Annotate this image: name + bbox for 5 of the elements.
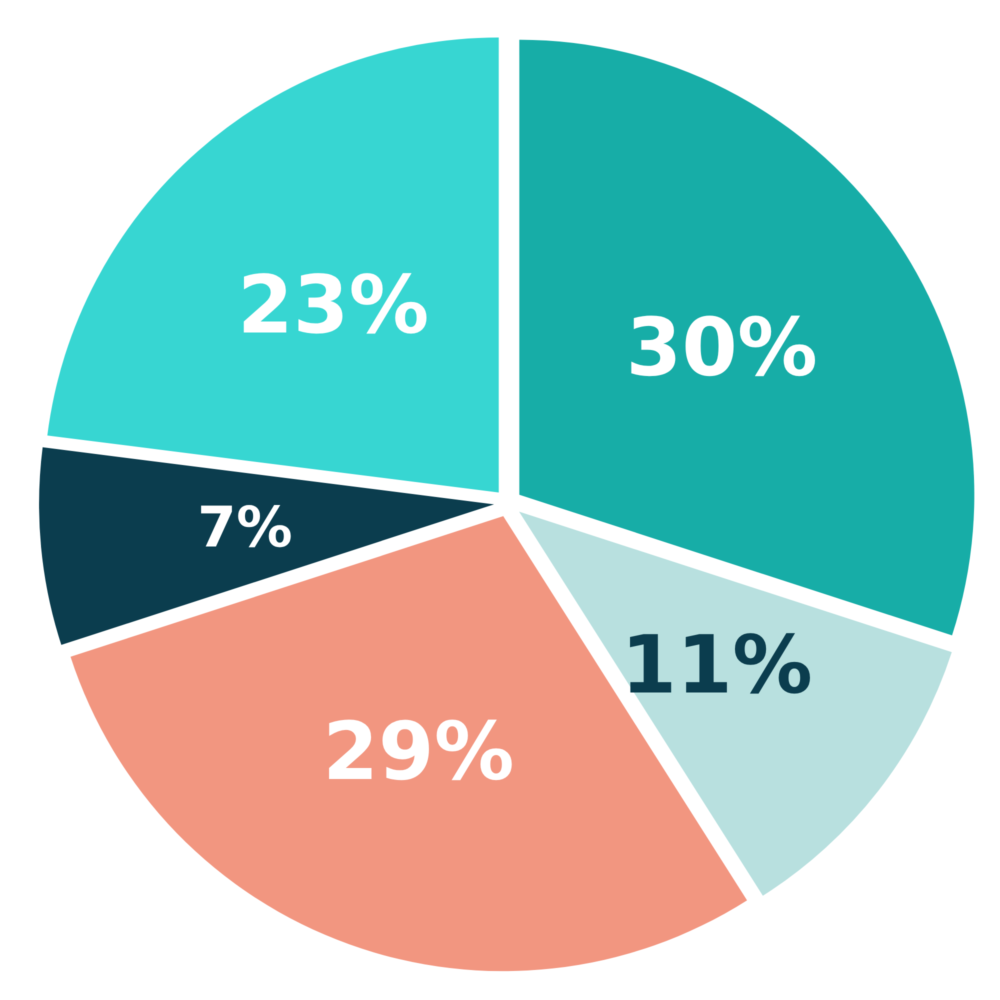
data-label: 7%: [197, 495, 292, 560]
data-label: 29%: [322, 705, 514, 798]
data-label: 30%: [626, 301, 818, 394]
data-label: 23%: [238, 258, 429, 352]
data-label: 11%: [621, 618, 813, 712]
